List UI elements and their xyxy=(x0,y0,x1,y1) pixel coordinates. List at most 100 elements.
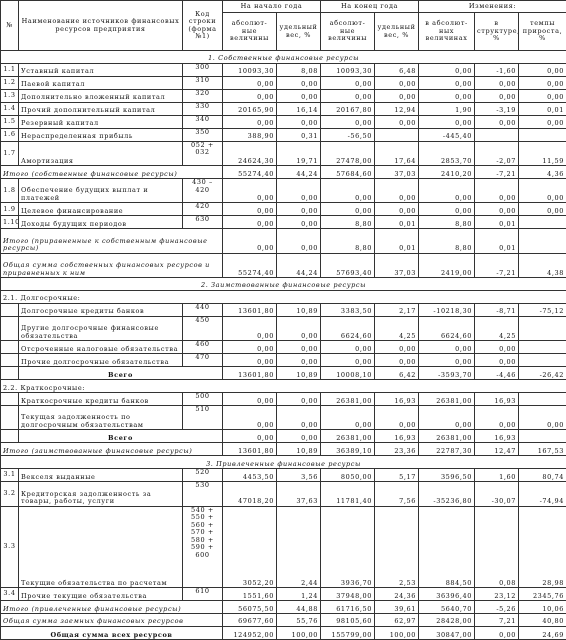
value-cell: -75,12 xyxy=(518,302,566,317)
value-cell: 0,00 xyxy=(374,202,420,217)
value-cell: -26,42 xyxy=(518,366,566,381)
value-cell xyxy=(518,228,566,254)
value-cell: -4,46 xyxy=(474,366,520,381)
value-cell: 10,89 xyxy=(275,366,322,381)
value-cell: 0,00 xyxy=(320,114,376,129)
value-cell: 0,00 xyxy=(518,405,566,431)
value-cell: 0,00 xyxy=(222,215,277,230)
row-code: 350 xyxy=(182,127,223,142)
value-cell: 69677,60 xyxy=(222,613,277,627)
empty xyxy=(0,366,19,381)
section-row: 2. Заимствованные финансовые ресурсы xyxy=(0,277,566,291)
row-name: Нераспределенная прибыль xyxy=(18,127,183,142)
table-row: Прочие долгосрочные обязательства 470 0,00… xyxy=(0,353,566,368)
value-cell: 0,00 xyxy=(222,405,277,431)
value-cell: 3596,50 xyxy=(418,468,476,483)
value-cell: 5640,70 xyxy=(418,600,476,615)
value-cell: 388,90 xyxy=(222,127,277,142)
value-cell: 8,80 xyxy=(418,215,476,230)
row-name: Отсроченные налоговые обязательства xyxy=(18,340,183,355)
value-cell: 0,00 xyxy=(275,88,322,103)
row-code: 450 xyxy=(182,315,223,342)
value-cell: 0,00 xyxy=(374,75,420,90)
row-num: 3.2 xyxy=(0,481,19,507)
value-cell: 0,00 xyxy=(418,62,476,77)
value-cell: 13601,80 xyxy=(222,366,277,381)
value-cell: -8,71 xyxy=(474,302,520,317)
row-name: Обеспечение будущих выплат и платежей xyxy=(18,177,183,204)
value-cell: 0,00 xyxy=(418,405,476,431)
value-cell: 10093,30 xyxy=(320,62,376,77)
table-row: 2.2. Краткосрочные: xyxy=(0,379,566,394)
table-row: 1.2 Паевой капитал 310 0,00 0,00 0,00 0,00 0,00… xyxy=(0,75,566,90)
row-name: Кредиторская задолженность за товары, ра… xyxy=(18,481,183,507)
row-name: Дополнительно вложенный капитал xyxy=(18,88,183,103)
value-cell: 0,01 xyxy=(518,101,566,116)
value-cell: 0,00 xyxy=(374,353,420,368)
value-cell: 4,38 xyxy=(518,252,566,279)
table-row: 1.5 Резервный капитал 340 0,00 0,00 0,00 0,00 0… xyxy=(0,114,566,129)
row-code: 530 xyxy=(182,481,223,507)
value-cell: 10,06 xyxy=(518,600,566,615)
total-label: Общая сумма собственных финансовых ресур… xyxy=(0,252,223,279)
row-name: Векселя выданные xyxy=(18,468,183,483)
table-row: 1.4 Прочий дополнительный капитал 330 20165… xyxy=(0,101,566,116)
value-cell: 0,00 xyxy=(374,340,420,355)
table-body: 1. Собственные финансовые ресурсы 1.1 Уста… xyxy=(0,50,566,640)
row-num: 1.4 xyxy=(0,101,19,116)
value-cell: 16,14 xyxy=(275,101,322,116)
table-row: Текущая задолженность по долгосрочным об… xyxy=(0,405,566,431)
header-sub: удельный вес, % xyxy=(275,12,322,51)
value-cell: 16,93 xyxy=(374,392,420,407)
row-name: Резервный капитал xyxy=(18,114,183,129)
value-cell: 8,08 xyxy=(275,62,322,77)
section-row: 1. Собственные финансовые ресурсы xyxy=(0,50,566,64)
value-cell: 44,88 xyxy=(275,600,322,615)
value-cell: 16,93 xyxy=(474,392,520,407)
row-name: Долгосрочные кредиты банков xyxy=(18,302,183,317)
value-cell: 12,47 xyxy=(474,442,520,457)
value-cell: 10093,30 xyxy=(222,62,277,77)
value-cell: 22787,30 xyxy=(418,442,476,457)
value-cell: 80,74 xyxy=(518,468,566,483)
value-cell: -1,60 xyxy=(474,62,520,77)
header-end: На конец года xyxy=(320,0,420,13)
value-cell: 26381,00 xyxy=(418,392,476,407)
table-row: Итого (собственные финансовые ресурсы) 55… xyxy=(0,165,566,179)
value-cell: -35236,80 xyxy=(418,481,476,507)
row-code: 052 + 032 xyxy=(182,140,223,167)
row-code: 320 xyxy=(182,88,223,103)
value-cell: 0,31 xyxy=(275,127,322,142)
value-cell: 26381,00 xyxy=(320,429,376,444)
value-cell: 0,00 xyxy=(320,88,376,103)
value-cell: -3593,70 xyxy=(418,366,476,381)
table-row: Итого (заимствованные финансовые ресурсы… xyxy=(0,442,566,457)
value-cell: 0,00 xyxy=(275,114,322,129)
header-num: № xyxy=(0,0,19,51)
value-cell: 28428,00 xyxy=(418,613,476,627)
value-cell: 8,80 xyxy=(320,215,376,230)
table-row: Отсроченные налоговые обязательства 460 0,… xyxy=(0,340,566,355)
value-cell: 0,00 xyxy=(418,114,476,129)
value-cell: 7,21 xyxy=(474,613,520,627)
value-cell: 6624,60 xyxy=(320,315,376,342)
value-cell: 4,25 xyxy=(474,315,520,342)
value-cell: 0,00 xyxy=(320,177,376,204)
value-cell: 55274,40 xyxy=(222,165,277,179)
value-cell: 0,00 xyxy=(222,429,277,444)
table-row: 3.2 Кредиторская задолженность за товары,… xyxy=(0,481,566,507)
section-row: 3. Привлеченные финансовые ресурсы xyxy=(0,455,566,470)
group-title: 2.1. Долгосрочные: xyxy=(0,289,566,304)
table-row: 1.10 Доходы будущих периодов 630 0,00 0,00 8,… xyxy=(0,215,566,230)
value-cell: 0,00 xyxy=(474,340,520,355)
row-num: 1.7 xyxy=(0,140,19,167)
value-cell: 0,00 xyxy=(275,392,322,407)
header-name: Наименование источников финансовых ресур… xyxy=(18,0,183,51)
row-num xyxy=(0,353,19,368)
value-cell: 0,00 xyxy=(222,177,277,204)
value-cell: 61716,50 xyxy=(320,600,376,615)
group-title: 2.2. Краткосрочные: xyxy=(0,379,566,394)
row-num: 3.3 xyxy=(0,505,19,589)
table-row: 3.4 Прочие текущие обязательства 610 1551,6… xyxy=(0,587,566,602)
